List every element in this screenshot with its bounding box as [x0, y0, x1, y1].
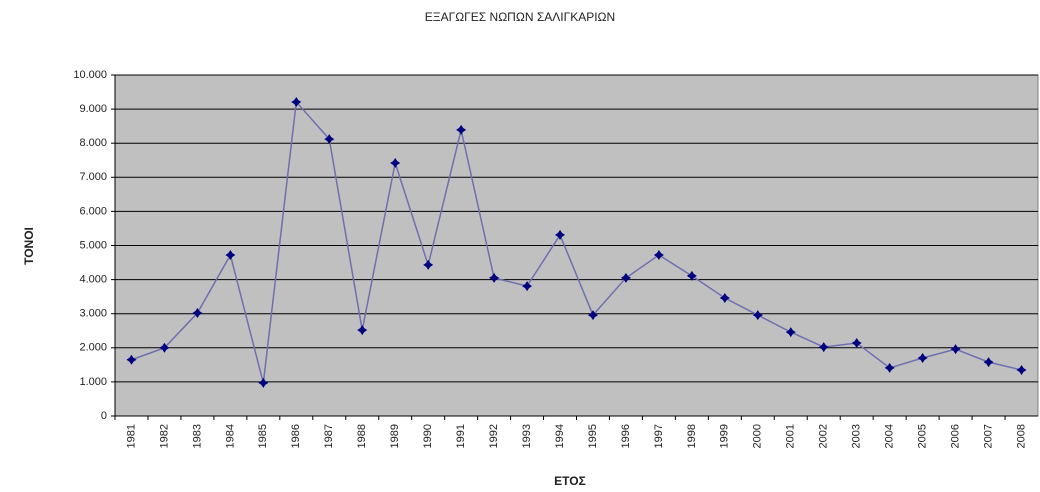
y-axis-label: ΤΟΝΟΙ	[22, 227, 36, 265]
marker	[785, 327, 796, 338]
marker	[653, 250, 664, 261]
x-tick-label: 2008	[1015, 424, 1027, 448]
series-line	[131, 100, 1022, 384]
x-axis-label: ΕΤΟΣ	[554, 474, 586, 488]
x-tick-label: 1990	[422, 424, 434, 448]
marker	[258, 377, 269, 388]
x-tick-label: 1998	[686, 424, 698, 448]
y-tick-label: 1.000	[79, 376, 107, 388]
y-tick-label: 6.000	[79, 205, 107, 217]
x-tick-label: 1995	[587, 424, 599, 448]
marker	[983, 357, 994, 368]
x-tick-label: 2006	[949, 424, 961, 448]
x-tick-label: 1981	[125, 424, 137, 448]
y-tick-label: 7.000	[79, 171, 107, 183]
marker	[225, 250, 236, 261]
x-tick-label: 1986	[290, 424, 302, 448]
marker	[291, 96, 302, 107]
marker	[456, 124, 467, 135]
y-tick-label: 0	[101, 410, 107, 422]
y-tick-label: 10.000	[73, 69, 107, 81]
marker	[390, 157, 401, 168]
x-tick-label: 1994	[554, 424, 566, 448]
marker	[851, 338, 862, 349]
x-tick-label: 2005	[917, 424, 929, 448]
x-tick-label: 2004	[884, 424, 896, 448]
marker	[324, 134, 335, 145]
x-tick-label: 1982	[158, 424, 170, 448]
marker	[917, 353, 928, 364]
x-tick-label: 1997	[653, 424, 665, 448]
x-tick-label: 2001	[785, 424, 797, 448]
marker	[489, 272, 500, 283]
x-tick-label: 1983	[191, 424, 203, 448]
x-tick-label: 1989	[389, 424, 401, 448]
x-tick-label: 2000	[752, 424, 764, 448]
x-tick-label: 1999	[719, 424, 731, 448]
marker	[620, 272, 631, 283]
chart-title: ΕΞΑΓΩΓΕΣ ΝΩΠΩΝ ΣΑΛΙΓΚΑΡΙΩΝ	[425, 10, 615, 24]
y-tick-label: 5.000	[79, 239, 107, 251]
marker	[357, 325, 368, 336]
marker	[884, 362, 895, 373]
marker	[522, 281, 533, 292]
marker	[126, 354, 137, 365]
marker	[159, 342, 170, 353]
y-tick-label: 4.000	[79, 274, 107, 286]
marker	[555, 229, 566, 240]
marker	[719, 293, 730, 304]
x-tick-label: 2002	[818, 424, 830, 448]
y-tick-label: 9.000	[79, 103, 107, 115]
x-tick-label: 1985	[257, 424, 269, 448]
x-tick-label: 1992	[488, 424, 500, 448]
y-tick-label: 2.000	[79, 342, 107, 354]
marker	[1016, 364, 1027, 375]
x-tick-label: 1988	[356, 424, 368, 448]
x-tick-label: 1993	[521, 424, 533, 448]
marker	[686, 270, 697, 281]
x-tick-label: 1991	[455, 424, 467, 448]
marker	[950, 344, 961, 355]
y-tick-label: 3.000	[79, 308, 107, 320]
x-tick-label: 1984	[224, 424, 236, 448]
x-tick-label: 2003	[851, 424, 863, 448]
x-tick-label: 1987	[323, 424, 335, 448]
x-tick-label: 2007	[982, 424, 994, 448]
marker	[192, 308, 203, 319]
marker	[752, 310, 763, 321]
marker	[587, 310, 598, 321]
marker	[423, 259, 434, 270]
y-tick-label: 8.000	[79, 137, 107, 149]
x-tick-label: 1996	[620, 424, 632, 448]
marker	[818, 342, 829, 353]
